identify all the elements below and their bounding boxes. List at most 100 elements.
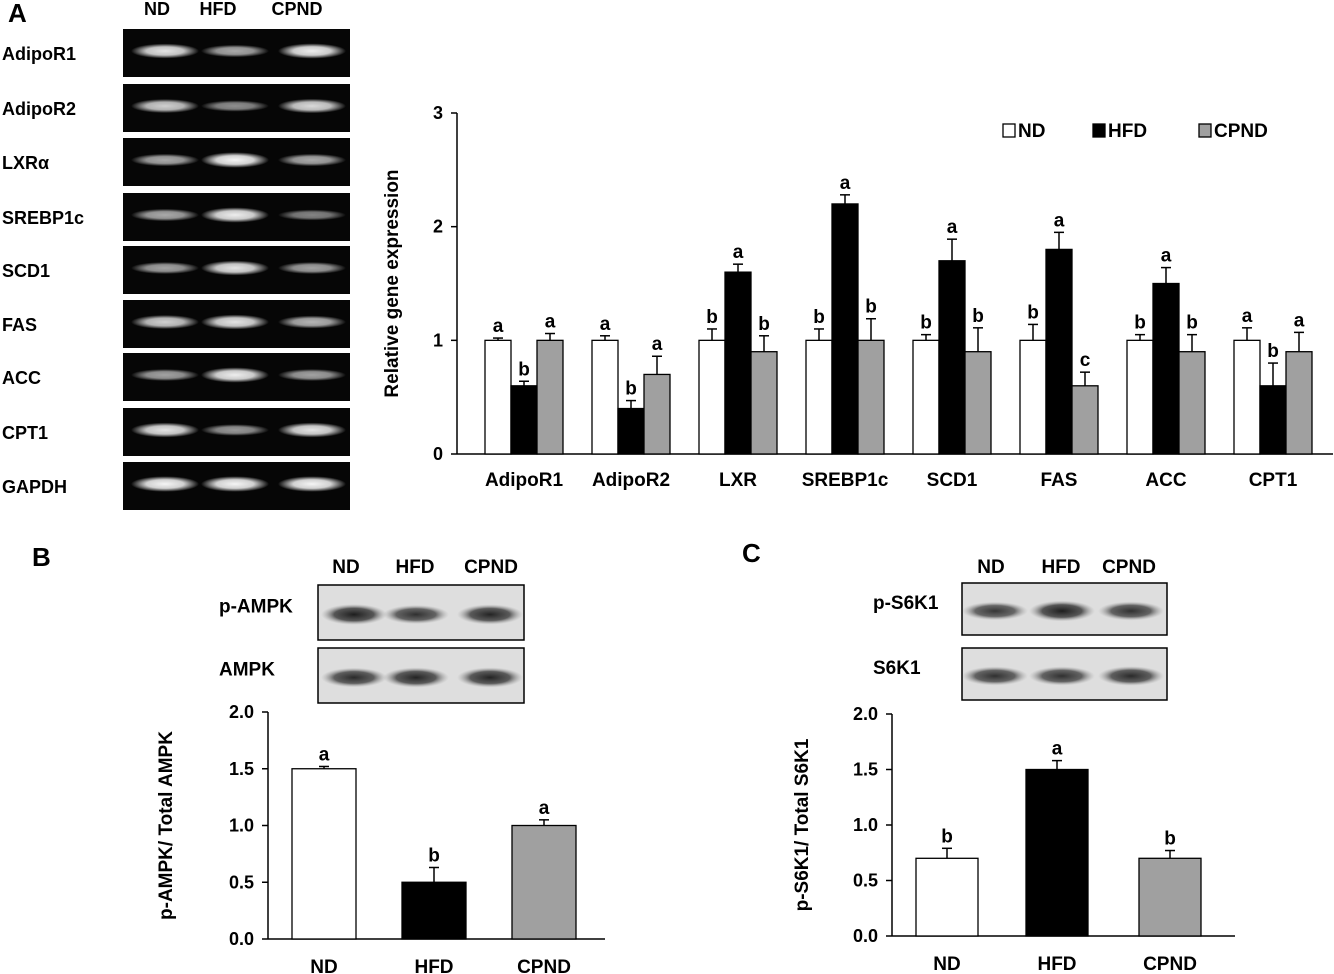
gel-band bbox=[131, 43, 199, 59]
blot-band bbox=[1029, 666, 1095, 686]
x-tick-label: HFD bbox=[414, 957, 453, 974]
bar bbox=[912, 339, 940, 455]
legend-label: HFD bbox=[1108, 121, 1147, 142]
gel-band bbox=[131, 99, 199, 113]
y-tick-label: 3 bbox=[433, 103, 443, 123]
gel-band bbox=[201, 476, 269, 492]
panel-label-c: C bbox=[742, 538, 761, 568]
bar bbox=[1285, 351, 1313, 455]
bar bbox=[857, 339, 885, 455]
gel-row-label: AdipoR2 bbox=[2, 99, 76, 119]
bar bbox=[1071, 385, 1099, 455]
x-tick-label: AdipoR1 bbox=[485, 470, 564, 491]
bar bbox=[1233, 339, 1261, 455]
y-tick-label: 1 bbox=[433, 330, 443, 350]
legend-label: CPND bbox=[1214, 121, 1268, 142]
y-tick-label: 1.5 bbox=[853, 760, 878, 780]
blot-c-lane-label: HFD bbox=[1041, 557, 1080, 578]
bar bbox=[915, 857, 979, 937]
x-tick-label: CPND bbox=[1143, 954, 1197, 974]
gel-band bbox=[131, 369, 199, 381]
blot-band bbox=[962, 601, 1028, 621]
gel-band bbox=[278, 98, 346, 114]
bar bbox=[291, 768, 357, 940]
y-tick-label: 0.5 bbox=[853, 871, 878, 891]
bar bbox=[536, 339, 564, 455]
chart-s6k1: 0.0 0.5 1.0 1.5 2.0 p-S6K1/ Total S6K1 b ND a HFD… bbox=[792, 704, 1235, 974]
x-tick-label: FAS bbox=[1041, 470, 1078, 491]
y-tick-label: 0 bbox=[433, 444, 443, 464]
bar bbox=[1259, 385, 1287, 455]
bar bbox=[1152, 282, 1180, 455]
blot-band bbox=[457, 667, 523, 688]
x-tick-label: ACC bbox=[1145, 470, 1186, 491]
significance-letter: b bbox=[920, 313, 932, 334]
blot-band bbox=[457, 604, 523, 625]
significance-letter: a bbox=[1294, 310, 1305, 331]
y-tick-label: 1.0 bbox=[229, 816, 254, 836]
significance-letter: b bbox=[1186, 313, 1198, 334]
blot-row-label: S6K1 bbox=[873, 658, 921, 679]
legend-swatch bbox=[1092, 123, 1106, 138]
blot-row-label: AMPK bbox=[219, 660, 275, 681]
blot-band bbox=[321, 604, 387, 625]
gel-row-label: SREBP1c bbox=[2, 208, 84, 228]
significance-letter: c bbox=[1080, 350, 1091, 371]
significance-letter: a bbox=[493, 316, 504, 337]
gel-band bbox=[201, 314, 269, 330]
bar bbox=[1025, 768, 1089, 937]
blot-row-label: p-S6K1 bbox=[873, 593, 939, 614]
x-tick-label: ND bbox=[933, 954, 960, 974]
significance-letter: a bbox=[600, 314, 611, 335]
gel-band bbox=[278, 43, 346, 59]
bar bbox=[617, 407, 645, 455]
y-axis-label: Relative gene expression bbox=[382, 169, 403, 397]
y-tick-label: 2.0 bbox=[853, 704, 878, 724]
y-tick-label: 2 bbox=[433, 217, 443, 237]
significance-letter: b bbox=[972, 306, 984, 327]
gel-row-label: ACC bbox=[2, 368, 41, 388]
y-axis-label: p-AMPK/ Total AMPK bbox=[156, 731, 177, 920]
gel-band bbox=[278, 315, 346, 329]
bar bbox=[401, 881, 467, 940]
bar bbox=[698, 339, 726, 455]
gel-row-label: LXRα bbox=[2, 153, 49, 173]
x-tick-label: CPND bbox=[517, 957, 571, 974]
x-tick-label: SREBP1c bbox=[802, 470, 889, 491]
bar bbox=[805, 339, 833, 455]
blot-row-label: p-AMPK bbox=[219, 597, 293, 618]
significance-letter: b bbox=[1134, 313, 1146, 334]
bar bbox=[1045, 248, 1073, 455]
y-axis-label: p-S6K1/ Total S6K1 bbox=[792, 738, 813, 911]
legend-label: ND bbox=[1018, 121, 1045, 142]
bar bbox=[511, 824, 577, 940]
blot-b-image: p-AMPK AMPK bbox=[219, 584, 525, 704]
bar bbox=[724, 271, 752, 455]
gel-row-label: CPT1 bbox=[2, 423, 48, 443]
blot-c-lane-label: ND bbox=[977, 557, 1004, 578]
gel-lane-label: ND bbox=[144, 0, 170, 19]
blot-band bbox=[1029, 600, 1095, 622]
gel-band bbox=[201, 260, 269, 276]
significance-letter: a bbox=[947, 217, 958, 238]
y-tick-label: 0.0 bbox=[229, 929, 254, 949]
chart-ampk: 0.0 0.5 1.0 1.5 2.0 p-AMPK/ Total AMPK a ND b HFD… bbox=[156, 702, 605, 974]
gel-band bbox=[278, 262, 346, 274]
bar bbox=[484, 339, 512, 455]
gel-band bbox=[278, 209, 346, 221]
x-tick-label: CPT1 bbox=[1249, 470, 1298, 491]
blot-band bbox=[1098, 666, 1164, 686]
significance-letter: a bbox=[1054, 210, 1065, 231]
bar bbox=[831, 203, 859, 455]
blot-b-lane-label: ND bbox=[332, 557, 359, 578]
gel-band bbox=[201, 207, 269, 223]
x-tick-label: LXR bbox=[719, 470, 757, 491]
significance-letter: b bbox=[941, 826, 953, 847]
x-tick-label: AdipoR2 bbox=[592, 470, 670, 491]
bar bbox=[750, 351, 778, 455]
gel-band bbox=[131, 262, 199, 274]
gel-band bbox=[278, 153, 346, 167]
x-tick-label: ND bbox=[310, 957, 337, 974]
bar bbox=[643, 373, 671, 455]
